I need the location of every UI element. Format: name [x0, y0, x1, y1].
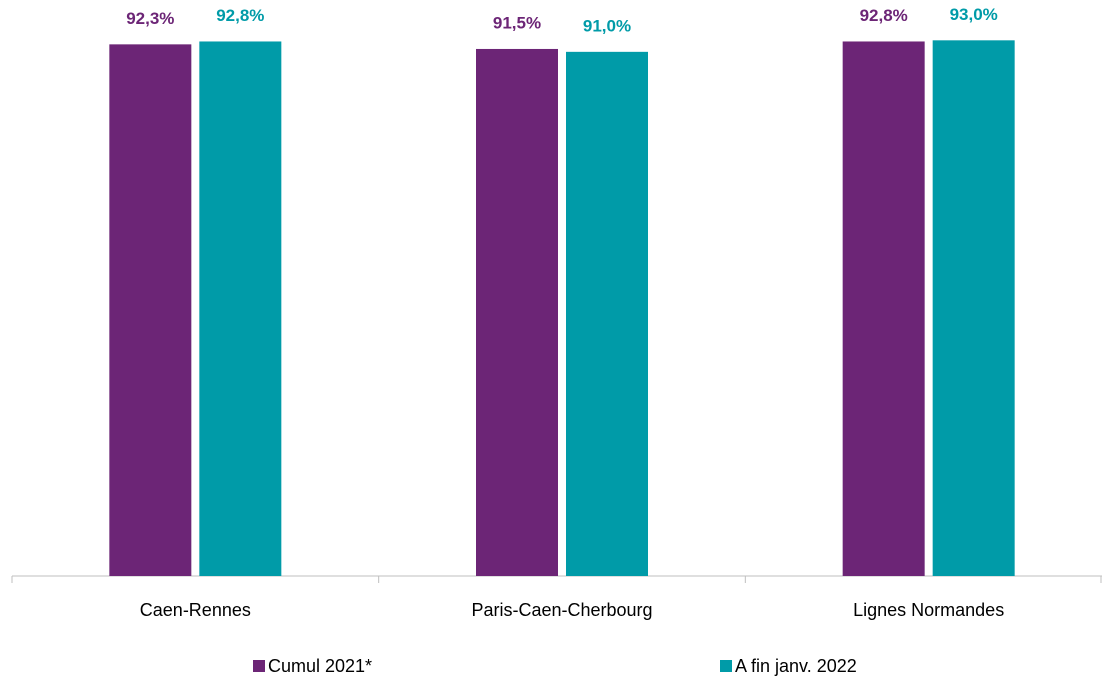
x-tick-label: Lignes Normandes	[853, 600, 1004, 620]
bar	[476, 48, 558, 576]
value-label: 92,8%	[216, 6, 264, 25]
legend-swatch	[253, 660, 265, 672]
legend-swatch	[720, 660, 732, 672]
bar	[932, 40, 1015, 576]
value-label: 91,0%	[583, 16, 631, 35]
value-label: 92,8%	[860, 6, 908, 25]
bar	[842, 41, 925, 577]
legend-label: Cumul 2021*	[268, 656, 372, 676]
bar	[199, 41, 282, 577]
x-tick-label: Paris-Caen-Cherbourg	[471, 600, 652, 620]
x-tick-label: Caen-Rennes	[140, 600, 251, 620]
value-label: 91,5%	[493, 13, 541, 32]
value-label: 92,3%	[126, 9, 174, 28]
bar	[109, 44, 192, 577]
value-label: 93,0%	[950, 5, 998, 24]
bar	[566, 51, 648, 576]
legend-label: A fin janv. 2022	[735, 656, 857, 676]
